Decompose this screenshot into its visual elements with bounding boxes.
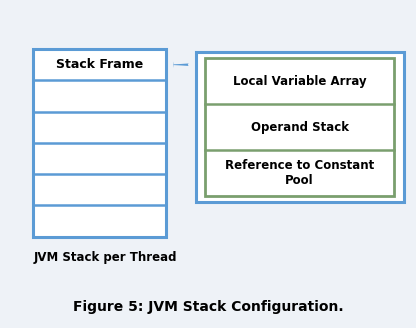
Bar [196,52,404,202]
Text: Reference to Constant
Pool: Reference to Constant Pool [225,159,374,187]
Bar [33,49,166,237]
Text: Local Variable Array: Local Variable Array [233,75,366,88]
Text: Operand Stack: Operand Stack [250,120,349,133]
Text: Figure 5: JVM Stack Configuration.: Figure 5: JVM Stack Configuration. [73,300,343,314]
Bar [205,58,394,196]
Text: JVM Stack per Thread: JVM Stack per Thread [33,251,177,264]
Text: Stack Frame: Stack Frame [56,58,144,71]
